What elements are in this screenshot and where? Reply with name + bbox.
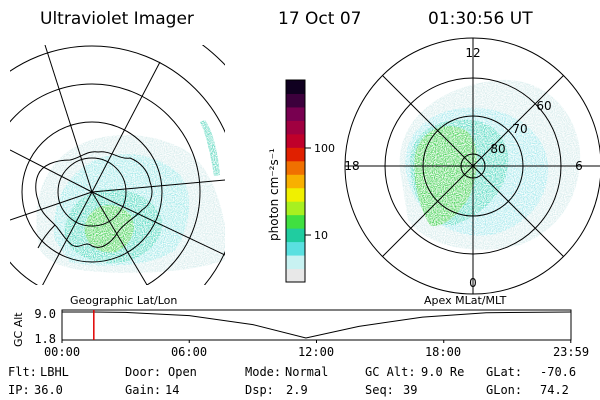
gain-value: 14 bbox=[165, 383, 179, 397]
timeline-altitude-curve bbox=[61, 311, 571, 339]
mlt-label-18: 18 bbox=[344, 159, 359, 173]
instrument-title: Ultraviolet Imager bbox=[40, 9, 194, 29]
mlt-label-6: 6 bbox=[575, 159, 583, 173]
colorbar-segment bbox=[286, 174, 305, 189]
gcalt-value: 9.0 Re bbox=[421, 365, 464, 379]
lat-label-70: 70 bbox=[512, 122, 527, 136]
right-mlt-lines bbox=[345, 38, 600, 294]
timeline-xtick-0600: 06:00 bbox=[171, 345, 207, 359]
glon-value: 74.2 bbox=[540, 383, 569, 397]
gain-label: Gain: bbox=[125, 383, 161, 397]
colorbar-segment bbox=[286, 133, 305, 148]
footer-status: Flt: LBHL Door: Open Mode: Normal GC Alt… bbox=[8, 365, 576, 397]
colorbar-segment bbox=[286, 268, 305, 283]
seq-value: 39 bbox=[403, 383, 417, 397]
colorbar-segment bbox=[286, 214, 305, 229]
gcalt-label: GC Alt: bbox=[365, 365, 416, 379]
colorbar-segment bbox=[286, 187, 305, 202]
left-latitude-circles bbox=[10, 45, 225, 285]
door-value: Open bbox=[168, 365, 197, 379]
dsp-value: 2.9 bbox=[286, 383, 308, 397]
mlt-label-0: 0 bbox=[469, 276, 477, 290]
colorbar-segment bbox=[286, 120, 305, 135]
colorbar-segment bbox=[286, 93, 305, 108]
geographic-map-panel bbox=[10, 45, 225, 285]
antarctic-peninsula bbox=[37, 224, 56, 249]
colorbar-segment bbox=[286, 228, 305, 243]
dsp-label: Dsp: bbox=[245, 383, 274, 397]
colorbar-segment bbox=[286, 201, 305, 216]
ip-label: IP: bbox=[8, 383, 30, 397]
ip-value: 36.0 bbox=[34, 383, 63, 397]
timeline-xtick-0000: 00:00 bbox=[44, 345, 80, 359]
colorbar-segment bbox=[286, 147, 305, 162]
colorbar-segment bbox=[286, 106, 305, 121]
colorbar-segment bbox=[286, 80, 305, 94]
apex-caption: Apex MLat/MLT bbox=[424, 294, 507, 307]
geographic-caption: Geographic Lat/Lon bbox=[70, 294, 177, 307]
glat-label: GLat: bbox=[486, 365, 522, 379]
mode-value: Normal bbox=[285, 365, 328, 379]
colorbar-segment bbox=[286, 160, 305, 175]
timeline-xtick-1800: 18:00 bbox=[425, 345, 461, 359]
glat-value: -70.6 bbox=[540, 365, 576, 379]
glon-label: GLon: bbox=[486, 383, 522, 397]
colorbar-frame bbox=[285, 79, 306, 283]
colorbar-segment bbox=[286, 255, 305, 270]
magnetic-polar-panel: 12 18 6 0 60 70 80 bbox=[344, 37, 600, 295]
timeline-ytick-top: 9.0 bbox=[34, 307, 56, 321]
mlt-label-12: 12 bbox=[465, 46, 480, 60]
time-label: 01:30:56 UT bbox=[428, 9, 533, 29]
colorbar-segment bbox=[286, 241, 305, 256]
lat-label-80: 80 bbox=[490, 142, 505, 156]
colorbar bbox=[285, 79, 306, 283]
right-auroral-emission bbox=[399, 79, 581, 250]
colorbar-tick-100: 100 bbox=[314, 142, 335, 155]
timeline-xtick-1200: 12:00 bbox=[298, 345, 334, 359]
timeline-xtick-2359: 23:59 bbox=[553, 345, 589, 359]
flt-value: LBHL bbox=[40, 365, 69, 379]
flt-label: Flt: bbox=[8, 365, 37, 379]
lat-label-60: 60 bbox=[536, 99, 551, 113]
date-label: 17 Oct 07 bbox=[278, 9, 361, 29]
left-meridians bbox=[10, 45, 225, 285]
colorbar-tick-10: 10 bbox=[314, 229, 328, 242]
mode-label: Mode: bbox=[245, 365, 281, 379]
seq-label: Seq: bbox=[365, 383, 394, 397]
timeline-ytick-bottom: 1.8 bbox=[34, 332, 56, 346]
antarctica-coastline bbox=[35, 151, 153, 248]
timeline-ylabel: GC Alt bbox=[12, 312, 25, 347]
timeline-ticks bbox=[61, 340, 572, 343]
door-label: Door: bbox=[125, 365, 161, 379]
colorbar-unit-label: photon cm⁻²s⁻¹ bbox=[267, 148, 281, 241]
